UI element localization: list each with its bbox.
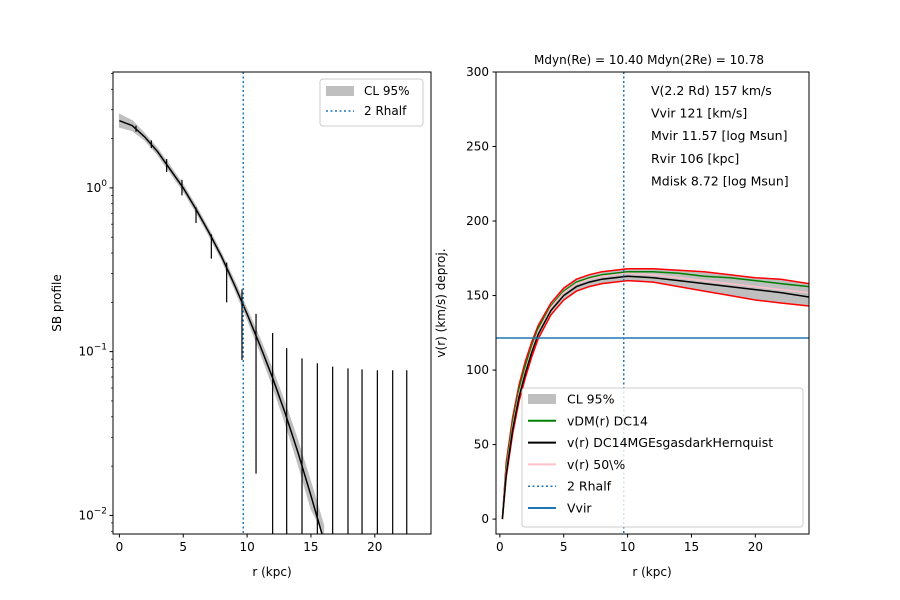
legend-swatch-band xyxy=(528,394,556,404)
x-tick-label: 0 xyxy=(496,540,504,554)
annotation-text: V(2.2 Rd) 157 km/s xyxy=(651,83,772,98)
legend-swatch-cl95 xyxy=(326,86,354,96)
y-tick-label: 100 xyxy=(466,363,489,377)
y-tick-base: 10 xyxy=(78,345,93,359)
cl95-band xyxy=(502,268,809,520)
cl95-band xyxy=(118,113,325,534)
legend-label: CL 95% xyxy=(364,84,410,98)
y-tick-label: 200 xyxy=(466,214,489,228)
y-tick-base: 10 xyxy=(78,508,93,522)
y-tick-exp: −1 xyxy=(94,343,107,353)
series-line-0 xyxy=(501,270,809,520)
y-axis-label: v(r) (km/s) deproj. xyxy=(434,248,448,357)
cl95-lower-edge xyxy=(501,279,809,520)
x-axis-label: r (kpc) xyxy=(252,565,291,579)
annotation-text: Rvir 106 [kpc] xyxy=(651,151,739,166)
legend-label: 2 Rhalf xyxy=(364,104,407,118)
x-axis-label: r (kpc) xyxy=(632,565,671,579)
y-tick-label: 0 xyxy=(481,512,489,526)
x-tick-label: 20 xyxy=(748,540,763,554)
legend-label: Vvir xyxy=(567,501,592,516)
axes-frame xyxy=(112,71,432,535)
chart-title: Mdyn(Re) = 10.40 Mdyn(2Re) = 10.78 xyxy=(534,53,764,67)
axes-frame xyxy=(495,71,810,535)
y-tick-exp: −2 xyxy=(94,506,107,516)
y-tick-base: 10 xyxy=(86,181,101,195)
x-tick-label: 20 xyxy=(367,540,382,554)
legend-label: v(r) 50\% xyxy=(567,457,625,472)
plot-area xyxy=(118,72,408,534)
x-tick-label: 15 xyxy=(684,540,699,554)
y-tick-label: 50 xyxy=(474,438,489,452)
y-tick-label: 300 xyxy=(466,65,489,79)
annotation-text: Mdisk 8.72 [log Msun] xyxy=(651,173,789,188)
legend: CL 95% vDM(r) DC14 v(r) DC14MGEsgasdarkHer… xyxy=(521,387,804,528)
legend-label: 2 Rhalf xyxy=(567,479,612,494)
legend: CL 95% 2 Rhalf xyxy=(319,78,424,127)
model-curve xyxy=(119,119,323,534)
x-tick-label: 15 xyxy=(303,540,318,554)
plot-area xyxy=(496,72,809,534)
x-tick-label: 5 xyxy=(179,540,187,554)
y-tick-exp: 0 xyxy=(101,179,107,189)
y-tick-label: 100 xyxy=(86,179,107,195)
x-tick-label: 0 xyxy=(116,540,124,554)
series-line-2 xyxy=(501,275,809,520)
y-tick-label: 10−1 xyxy=(78,343,107,359)
legend-label: v(r) DC14MGEsgasdarkHernquist xyxy=(567,435,773,450)
y-tick-label: 150 xyxy=(466,289,489,303)
y-axis-label: SB profile xyxy=(50,274,64,332)
annotation-text: Vvir 121 [km/s] xyxy=(651,106,747,121)
legend-label: vDM(r) DC14 xyxy=(567,413,648,428)
x-tick-label: 5 xyxy=(560,540,568,554)
cl95-upper-edge xyxy=(501,267,809,520)
y-tick-label: 10−2 xyxy=(78,506,107,522)
legend-label: CL 95% xyxy=(567,392,615,407)
legend-box xyxy=(521,387,804,528)
x-tick-label: 10 xyxy=(620,540,635,554)
y-tick-label: 250 xyxy=(466,140,489,154)
annotation-text: Mvir 11.57 [log Msun] xyxy=(651,128,787,143)
series-line-1 xyxy=(501,272,809,520)
x-tick-label: 10 xyxy=(239,540,254,554)
